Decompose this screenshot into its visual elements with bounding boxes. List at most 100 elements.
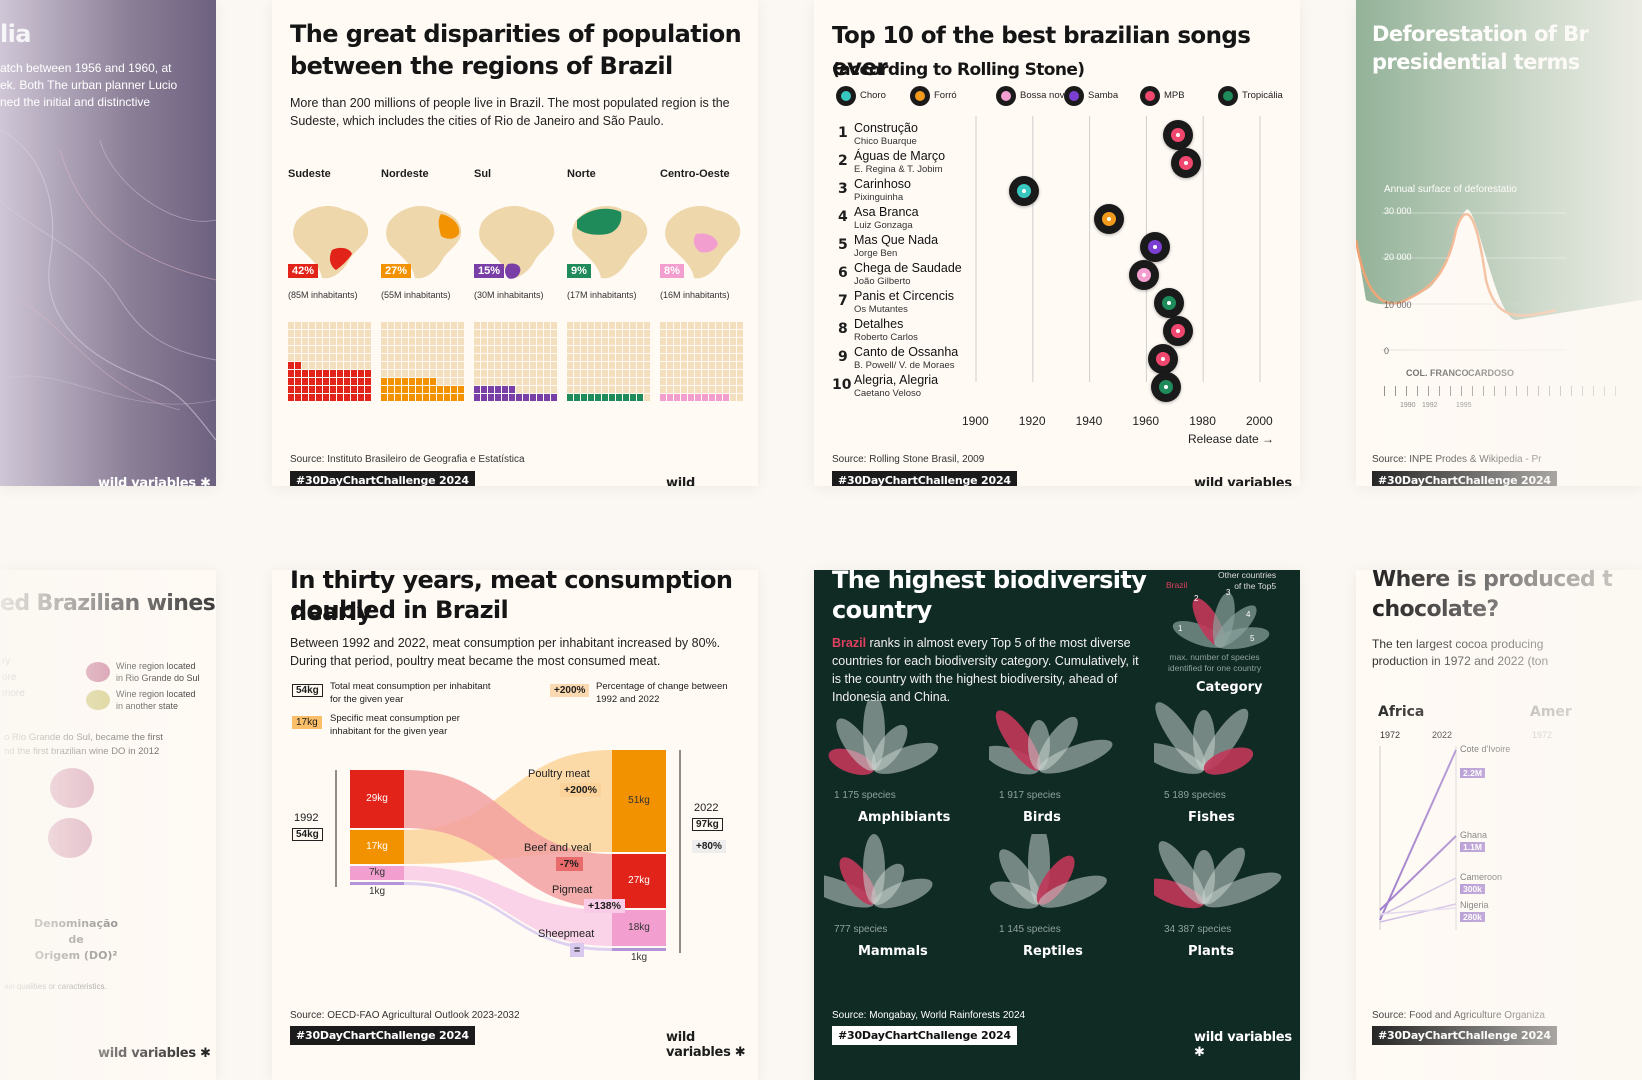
waffle-cell bbox=[423, 362, 429, 369]
year-label: 1992 bbox=[1422, 402, 1438, 409]
challenge-tag[interactable]: #30DayChartChallenge 2024 bbox=[1372, 1026, 1557, 1045]
waffle-cell bbox=[516, 330, 522, 337]
year-label: 1972 bbox=[1380, 730, 1401, 740]
vinyl-disc-point[interactable] bbox=[1162, 120, 1193, 150]
waffle-cell bbox=[688, 338, 694, 345]
waffle-cell bbox=[602, 394, 608, 401]
y-tick: 20 000 bbox=[1384, 252, 1412, 262]
waffle-cell bbox=[588, 330, 594, 337]
key-line: of the Top5 bbox=[1234, 581, 1277, 591]
waffle-cell bbox=[544, 346, 550, 353]
country-value: 300k bbox=[1460, 884, 1485, 894]
waffle-cell bbox=[574, 354, 580, 361]
waffle-cell bbox=[295, 346, 301, 353]
waffle-cell bbox=[288, 346, 294, 353]
waffle-cell bbox=[288, 330, 294, 337]
waffle-cell bbox=[723, 386, 729, 393]
waffle-cell bbox=[630, 394, 636, 401]
key-max: max. number of species identified for on… bbox=[1168, 652, 1261, 674]
waffle-cell bbox=[695, 394, 701, 401]
waffle-grid bbox=[567, 322, 651, 402]
waffle-cell bbox=[402, 386, 408, 393]
vinyl-disc-point[interactable] bbox=[1094, 204, 1125, 234]
waffle-cell bbox=[444, 394, 450, 401]
waffle-cell bbox=[488, 394, 494, 401]
waffle-cell bbox=[709, 362, 715, 369]
waffle-cell bbox=[674, 386, 680, 393]
timeline-ticks bbox=[1384, 386, 1624, 396]
waffle-cell bbox=[302, 354, 308, 361]
biodiversity-card[interactable]: The highest biodiversity country Brazil … bbox=[814, 570, 1300, 1080]
waffle-cell bbox=[302, 394, 308, 401]
waffle-cell bbox=[451, 322, 457, 329]
waffle-cell bbox=[609, 338, 615, 345]
waffle-cell bbox=[574, 394, 580, 401]
waffle-cell bbox=[581, 346, 587, 353]
vinyl-disc-point[interactable] bbox=[1162, 316, 1193, 346]
challenge-tag[interactable]: #30DayChartChallenge 2024 bbox=[832, 1026, 1017, 1045]
waffle-cell bbox=[437, 378, 443, 385]
president-label: COL. bbox=[1406, 368, 1428, 378]
waffle-cell bbox=[388, 386, 394, 393]
waffle-cell bbox=[630, 346, 636, 353]
card-subtitle: (according to Rolling Stone) bbox=[832, 60, 1085, 80]
waffle-cell bbox=[688, 322, 694, 329]
key-number: 1 bbox=[1178, 624, 1183, 633]
source-text: Source: INPE Prodes & Wikipedia - Pr bbox=[1372, 454, 1542, 465]
challenge-tag[interactable]: #30DayChartChallenge 2024 bbox=[1372, 471, 1557, 486]
waffle-cell bbox=[544, 354, 550, 361]
waffle-cell bbox=[295, 386, 301, 393]
challenge-tag[interactable]: #30DayChartChallenge 2024 bbox=[290, 1026, 475, 1045]
waffle-cell bbox=[381, 322, 387, 329]
vinyl-disc-point[interactable] bbox=[1151, 372, 1182, 402]
waffle-cell bbox=[530, 378, 536, 385]
waffle-cell bbox=[530, 362, 536, 369]
vinyl-disc-point[interactable] bbox=[1148, 344, 1179, 374]
vinyl-disc-point[interactable] bbox=[1171, 148, 1202, 178]
legend-disc bbox=[996, 86, 1016, 106]
brasilia-card[interactable]: lia atch between 1956 and 1960, at ek. B… bbox=[0, 0, 216, 486]
waffle-cell bbox=[451, 370, 457, 377]
songs-card[interactable]: Top 10 of the best brazilian songs ever … bbox=[814, 0, 1300, 486]
waffle-cell bbox=[409, 362, 415, 369]
waffle-cell bbox=[488, 330, 494, 337]
waffle-cell bbox=[395, 378, 401, 385]
waffle-cell bbox=[716, 370, 722, 377]
waffle-cell bbox=[630, 378, 636, 385]
waffle-cell bbox=[588, 346, 594, 353]
waffle-cell bbox=[295, 338, 301, 345]
waffle-cell bbox=[323, 362, 329, 369]
waffle-cell bbox=[660, 394, 666, 401]
song-rank: 9 bbox=[838, 349, 848, 365]
waffle-cell bbox=[295, 394, 301, 401]
song-rank: 5 bbox=[838, 237, 848, 253]
wines-card[interactable]: ed Brazilian wines ry ore more Wine regi… bbox=[0, 570, 216, 1080]
key-line: max. number of species bbox=[1169, 652, 1260, 662]
waffle-cell bbox=[481, 338, 487, 345]
waffle-cell bbox=[302, 370, 308, 377]
chocolate-card[interactable]: Where is produced t chocolate? The ten l… bbox=[1356, 570, 1642, 1080]
waffle-cell bbox=[509, 322, 515, 329]
waffle-cell bbox=[351, 354, 357, 361]
waffle-cell bbox=[581, 330, 587, 337]
x-tick-label: 2000 bbox=[1246, 414, 1273, 428]
meat-card[interactable]: In thirty years, meat consumption nearly… bbox=[272, 570, 758, 1080]
vinyl-disc-point[interactable] bbox=[1139, 232, 1170, 262]
challenge-tag[interactable]: #30DayChartChallenge 2024 bbox=[832, 471, 1017, 486]
waffle-cell bbox=[330, 338, 336, 345]
population-card[interactable]: The great disparities of population betw… bbox=[272, 0, 758, 486]
vinyl-disc-point[interactable] bbox=[1009, 176, 1040, 206]
waffle-cell bbox=[302, 346, 308, 353]
waffle-cell bbox=[709, 394, 715, 401]
waffle-cell bbox=[430, 330, 436, 337]
waffle-cell bbox=[595, 386, 601, 393]
challenge-tag[interactable]: #30DayChartChallenge 2024 bbox=[290, 471, 475, 486]
waffle-cell bbox=[551, 330, 557, 337]
vinyl-disc-point[interactable] bbox=[1128, 260, 1159, 290]
waffle-cell bbox=[365, 354, 371, 361]
petal bbox=[1154, 878, 1205, 909]
vinyl-disc-point[interactable] bbox=[1154, 288, 1185, 318]
deforestation-card[interactable]: Deforestation of Br presidential terms A… bbox=[1356, 0, 1642, 486]
legend-line: for the given year bbox=[330, 694, 404, 705]
waffle-cell bbox=[695, 330, 701, 337]
